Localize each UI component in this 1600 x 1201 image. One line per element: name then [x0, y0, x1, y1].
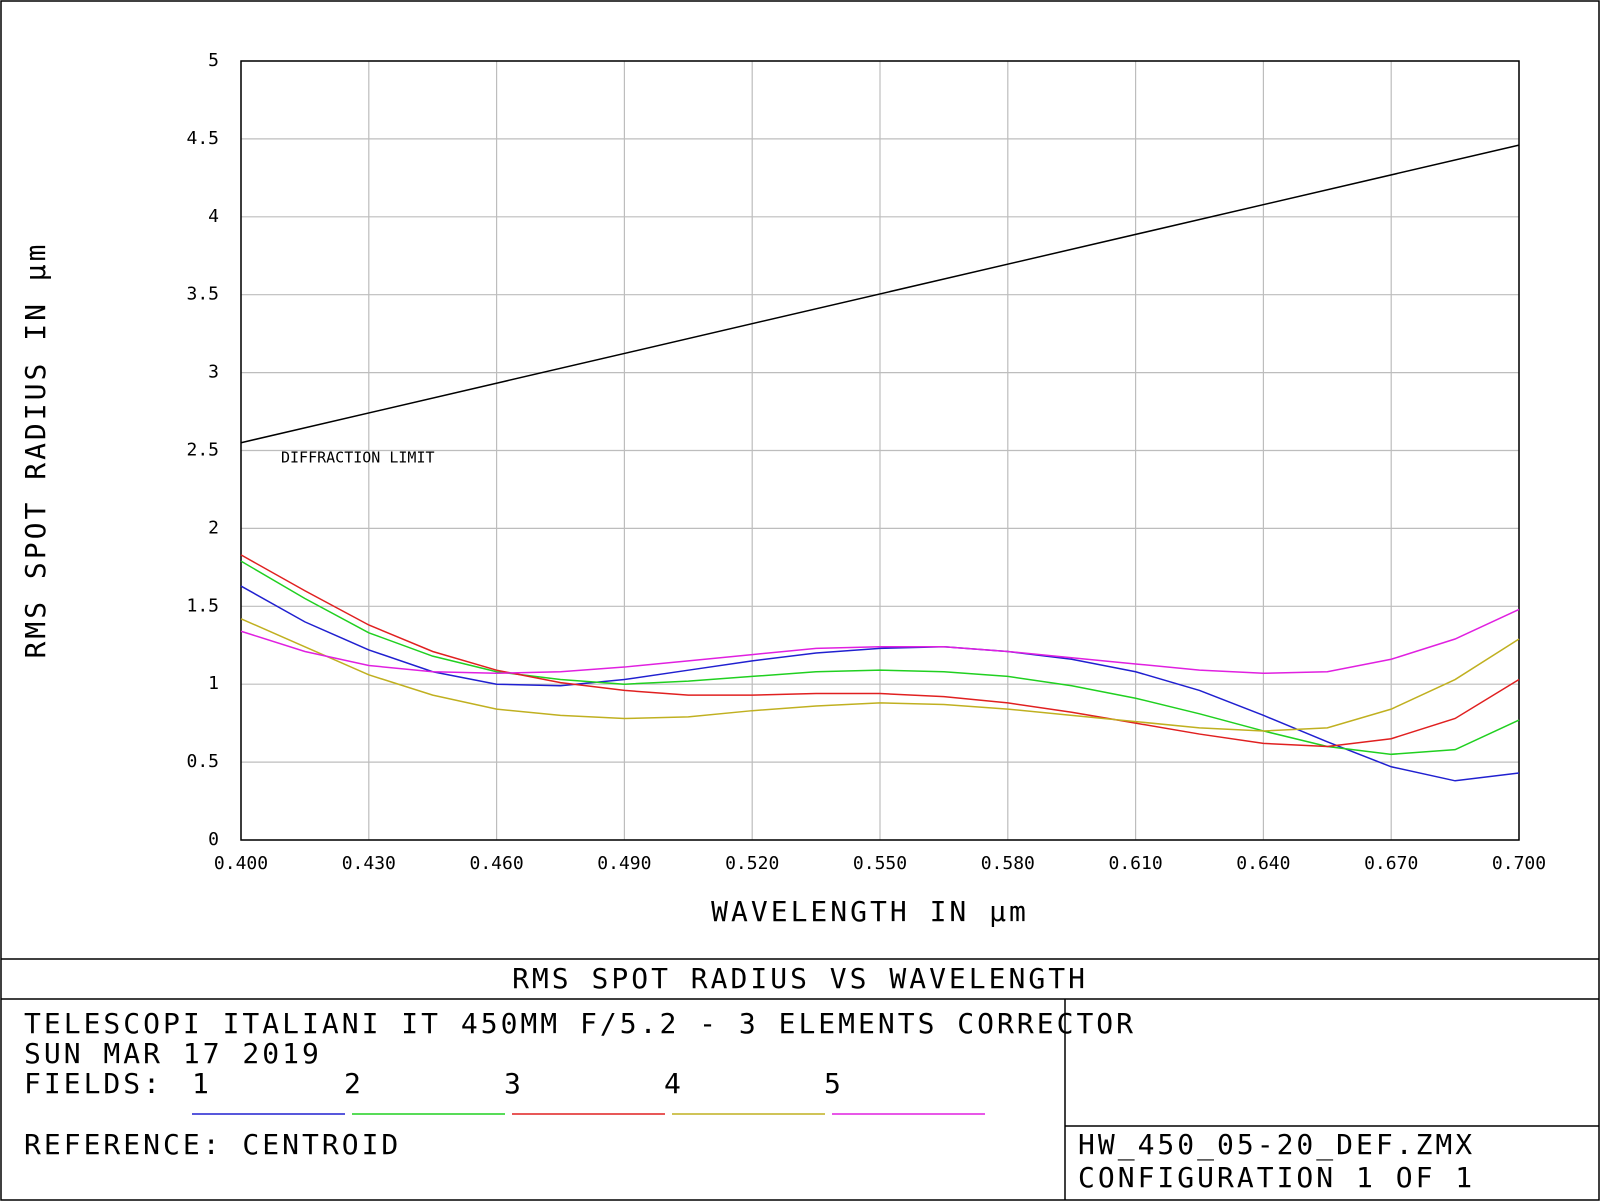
x-tick-label: 0.700 — [1492, 853, 1546, 874]
y-tick-label: 2.5 — [186, 440, 219, 461]
x-tick-label: 0.610 — [1109, 853, 1163, 874]
x-tick-label: 0.520 — [725, 853, 779, 874]
reference: REFERENCE: CENTROID — [24, 1128, 401, 1161]
configuration: CONFIGURATION 1 OF 1 — [1078, 1161, 1475, 1194]
info-line: SUN MAR 17 2019 — [24, 1037, 322, 1070]
y-tick-label: 1 — [208, 673, 219, 694]
y-tick-label: 4 — [208, 206, 219, 227]
legend-label: 3 — [504, 1067, 524, 1100]
legend-title: FIELDS: — [24, 1067, 163, 1100]
plot-frame — [240, 60, 1520, 841]
series-line — [240, 608, 1520, 675]
x-tick-label: 0.460 — [470, 853, 524, 874]
x-tick-label: 0.490 — [597, 853, 651, 874]
legend-label: 2 — [344, 1067, 364, 1100]
x-tick-label: 0.430 — [342, 853, 396, 874]
file-name: HW_450_05-20_DEF.ZMX — [1078, 1128, 1475, 1162]
diffraction-limit-label: DIFFRACTION LIMIT — [281, 449, 435, 467]
x-tick-label: 0.670 — [1364, 853, 1418, 874]
y-tick-label: 3 — [208, 362, 219, 383]
y-tick-label: 0.5 — [186, 751, 219, 772]
series-line — [240, 560, 1520, 756]
series-line — [240, 554, 1520, 748]
y-axis-label: RMS SPOT RADIUS IN µm — [19, 241, 52, 658]
y-tick-label: 2 — [208, 517, 219, 538]
legend-label: 5 — [824, 1067, 844, 1100]
y-tick-label: 5 — [208, 50, 219, 71]
legend-label: 4 — [664, 1067, 684, 1100]
x-axis-label: WAVELENGTH IN µm — [711, 895, 1029, 928]
info-line: TELESCOPI ITALIANI IT 450MM F/5.2 - 3 EL… — [24, 1007, 1136, 1040]
diffraction-limit-line — [240, 144, 1520, 444]
x-tick-label: 0.640 — [1236, 853, 1290, 874]
x-tick-label: 0.550 — [853, 853, 907, 874]
legend-label: 1 — [192, 1067, 212, 1100]
y-tick-label: 4.5 — [186, 128, 219, 149]
y-tick-label: 0 — [208, 829, 219, 850]
x-tick-label: 0.400 — [214, 853, 268, 874]
series-line — [240, 585, 1520, 782]
y-tick-label: 3.5 — [186, 284, 219, 305]
chart-title: RMS SPOT RADIUS VS WAVELENGTH — [512, 962, 1088, 995]
x-tick-label: 0.580 — [981, 853, 1035, 874]
series-line — [240, 618, 1520, 732]
y-tick-label: 1.5 — [186, 595, 219, 616]
